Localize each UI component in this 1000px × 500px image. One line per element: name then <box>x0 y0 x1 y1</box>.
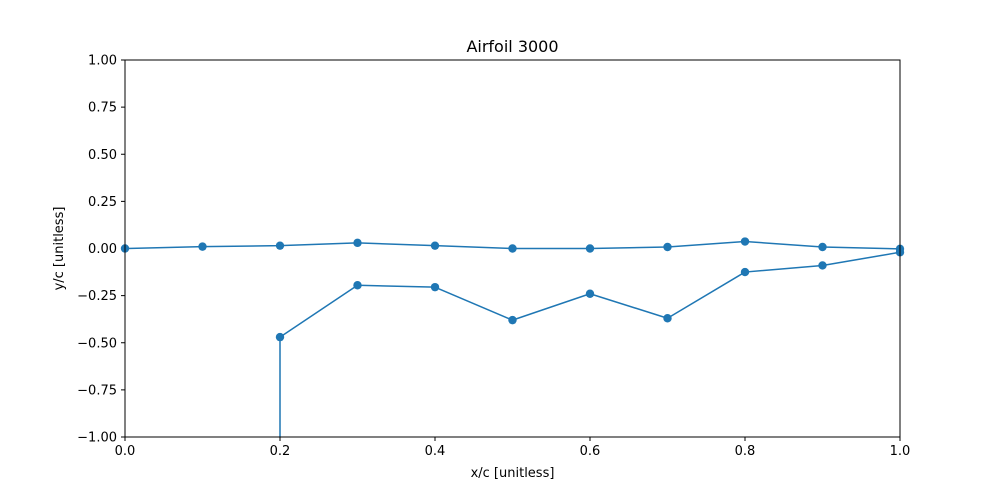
y-tick-label: 0.25 <box>88 195 117 210</box>
data-point <box>275 332 285 342</box>
y-tick-label: −0.25 <box>77 289 117 304</box>
plot-frame <box>124 59 901 438</box>
x-tick-label: 0.6 <box>580 444 601 459</box>
data-point <box>663 314 672 323</box>
x-tick-label: 1.0 <box>890 444 911 459</box>
x-axis-label: x/c [unitless] <box>471 466 555 481</box>
data-point <box>275 241 285 250</box>
chart-title: Airfoil 3000 <box>466 37 558 56</box>
data-point <box>508 244 517 253</box>
y-tick-label: −0.50 <box>77 336 117 351</box>
data-series <box>120 237 905 437</box>
data-point <box>585 244 595 253</box>
data-point <box>508 315 517 325</box>
data-point <box>353 238 362 248</box>
series-line-2 <box>279 251 901 437</box>
y-tick-label: 0.75 <box>88 101 117 116</box>
y-tick-label: −1.00 <box>77 431 117 446</box>
data-point <box>585 289 595 298</box>
x-tick-label: 0.4 <box>425 444 446 459</box>
data-point <box>353 281 362 290</box>
y-tick-label: 0.00 <box>88 242 117 257</box>
data-point <box>818 261 827 270</box>
y-tick-label: −0.75 <box>77 383 117 398</box>
x-tick-label: 0.2 <box>270 444 291 459</box>
data-point <box>430 282 440 292</box>
axis-ticks: 0.0 0.2 0.4 0.6 0.8 1.0 −1.00 −0.75 −0.50 −0.25 0.… <box>77 54 910 460</box>
data-point <box>740 237 750 246</box>
data-point <box>740 267 750 277</box>
data-point <box>198 242 207 251</box>
y-tick-label: 1.00 <box>88 54 117 69</box>
y-tick-label: 0.50 <box>88 148 117 163</box>
data-point <box>663 242 672 252</box>
x-tick-label: 0.8 <box>735 444 756 459</box>
x-tick-label: 0.0 <box>115 444 136 459</box>
data-point <box>430 241 440 250</box>
data-point <box>818 242 827 252</box>
y-axis-label: y/c [unitless] <box>52 207 67 291</box>
